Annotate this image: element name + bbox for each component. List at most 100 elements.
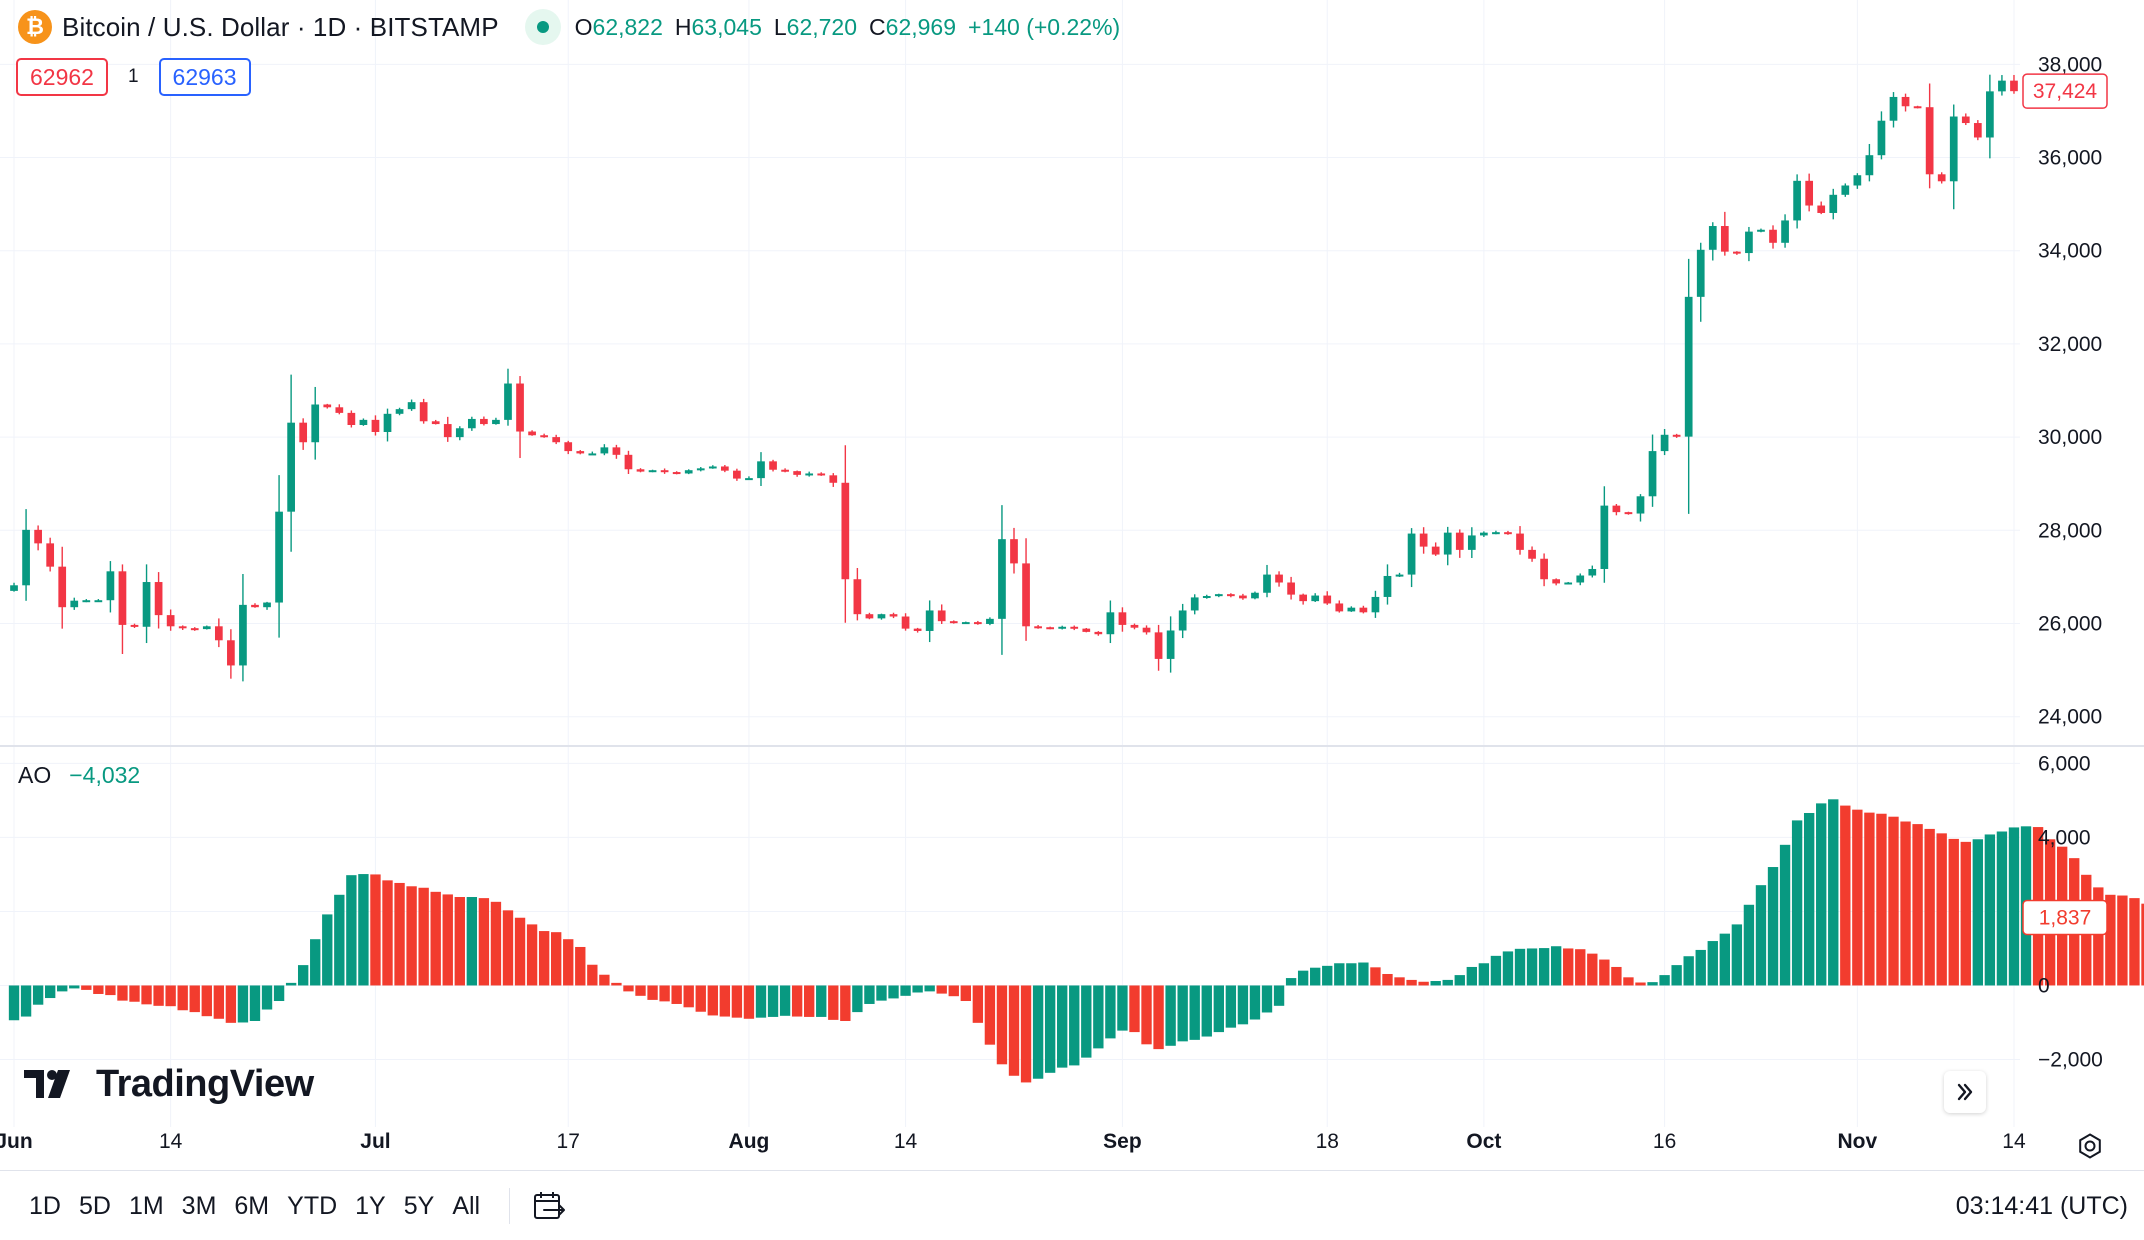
ao-bar [273, 985, 285, 1002]
range-3m-button[interactable]: 3M [181, 1191, 217, 1220]
buy-price-button[interactable]: 62963 [158, 58, 251, 96]
go-to-date-button[interactable] [528, 1187, 570, 1225]
ao-bar [1454, 975, 1465, 986]
candle-body [1323, 595, 1332, 604]
candle-body [793, 471, 801, 475]
candle-body [1901, 96, 1910, 107]
ao-bar [1803, 812, 1815, 986]
ao-bar [1069, 985, 1080, 1066]
time-axis[interactable]: Jun 14 Jul 17 Aug 14 Sep 18 Oct 16 Nov 14 [0, 1130, 2026, 1153]
ao-bar [346, 875, 357, 986]
candle-body [552, 437, 561, 443]
ao-bar [683, 985, 694, 1008]
ao-bar [285, 982, 297, 986]
ao-bar [1635, 982, 1646, 986]
price-tick-label: 32,000 [2038, 333, 2102, 356]
candle-body [1070, 626, 1079, 629]
ao-bar [237, 985, 249, 1023]
ao-bar [514, 917, 526, 986]
candle-body [745, 478, 753, 481]
candle-body [1455, 532, 1464, 550]
price-axis[interactable]: 24,000 26,000 28,000 30,000 32,000 34,000 36,0… [2038, 53, 2102, 728]
range-5d-button[interactable]: 5D [78, 1191, 111, 1220]
ao-name[interactable]: AO [18, 762, 52, 788]
ao-bar [261, 985, 273, 1010]
ao-bar [189, 985, 200, 1013]
candle-body [1817, 205, 1826, 213]
tradingview-logo[interactable]: TradingView [24, 1063, 314, 1105]
ao-bar [526, 924, 538, 986]
candle-body [1552, 579, 1561, 584]
utc-clock[interactable]: 03:14:41 (UTC) [1955, 1191, 2128, 1220]
candle-body [1431, 546, 1440, 555]
ao-bar [1550, 946, 1562, 986]
scroll-to-realtime-button[interactable] [1944, 1071, 1986, 1113]
toolbar-divider [509, 1188, 511, 1224]
range-6m-button[interactable]: 6M [234, 1191, 270, 1220]
ao-bar [1358, 962, 1369, 986]
candle-body [1094, 631, 1103, 635]
high-label: H [674, 14, 692, 40]
candle-body [1467, 535, 1476, 550]
ao-bar [201, 985, 212, 1017]
time-tick-label: 14 [159, 1130, 183, 1153]
ao-bar [1020, 985, 1032, 1083]
candle-body [1937, 174, 1946, 182]
candle-body [1106, 612, 1115, 635]
ao-bar [635, 985, 646, 996]
ao-bar [1490, 955, 1502, 986]
range-1m-button[interactable]: 1M [128, 1191, 164, 1220]
symbol-header[interactable]: ₿ Bitcoin / U.S. Dollar · 1D · BITSTAMP … [18, 9, 1132, 45]
ao-tick-label: 0 [2038, 974, 2050, 997]
ao-bar [707, 985, 718, 1016]
ao-bar [1755, 885, 1767, 986]
candle-body [94, 600, 103, 603]
ao-bar [105, 985, 116, 996]
range-all-button[interactable]: All [452, 1191, 481, 1220]
candle-body [588, 453, 597, 456]
ao-bar [1563, 948, 1574, 986]
price-tick-label: 24,000 [2038, 706, 2102, 729]
range-1d-button[interactable]: 1D [29, 1191, 61, 1220]
ao-tick-label: 6,000 [2038, 752, 2091, 775]
ao-bar [249, 985, 261, 1021]
ao-bar [1261, 985, 1273, 1013]
time-tick-label: Aug [729, 1130, 770, 1153]
candle-body [1010, 539, 1018, 564]
candle-body [492, 419, 500, 425]
candle-body [817, 473, 826, 476]
range-5y-button[interactable]: 5Y [403, 1191, 435, 1220]
ao-bar [177, 985, 188, 1011]
ao-legend[interactable]: AO −4,032 [18, 762, 140, 789]
ao-bar [1599, 959, 1610, 986]
candle-body [1612, 505, 1621, 513]
range-1y-button[interactable]: 1Y [355, 1191, 386, 1220]
ao-bar [924, 985, 935, 992]
candle-body [961, 622, 970, 625]
ao-bar [406, 886, 417, 986]
candle-body [901, 616, 910, 629]
ao-bar [1888, 816, 1899, 986]
ao-bar [936, 985, 947, 994]
ao-bar [1852, 809, 1863, 986]
range-ytd-button[interactable]: YTD [287, 1191, 338, 1220]
ao-bar [1213, 985, 1224, 1033]
ao-bar [587, 964, 598, 986]
ao-bar [852, 985, 863, 1013]
price-tick-label: 34,000 [2038, 240, 2102, 263]
market-status-icon[interactable] [524, 9, 561, 45]
sell-price-button[interactable]: 62962 [16, 58, 108, 96]
ao-bar [442, 894, 453, 986]
low-value: 62,720 [786, 14, 858, 40]
ao-bar [550, 932, 562, 986]
ao-bar [478, 898, 490, 986]
ao-last-value-tag: 1,837 [2022, 899, 2108, 936]
ao-bar [719, 985, 731, 1017]
ao-bar [1719, 933, 1731, 986]
chart-settings-button[interactable] [2076, 1132, 2104, 1160]
candle-body [1672, 434, 1681, 437]
symbol-title[interactable]: Bitcoin / U.S. Dollar · 1D · BITSTAMP [62, 12, 499, 42]
candle-body [624, 454, 633, 470]
ao-bar [1828, 799, 1839, 986]
